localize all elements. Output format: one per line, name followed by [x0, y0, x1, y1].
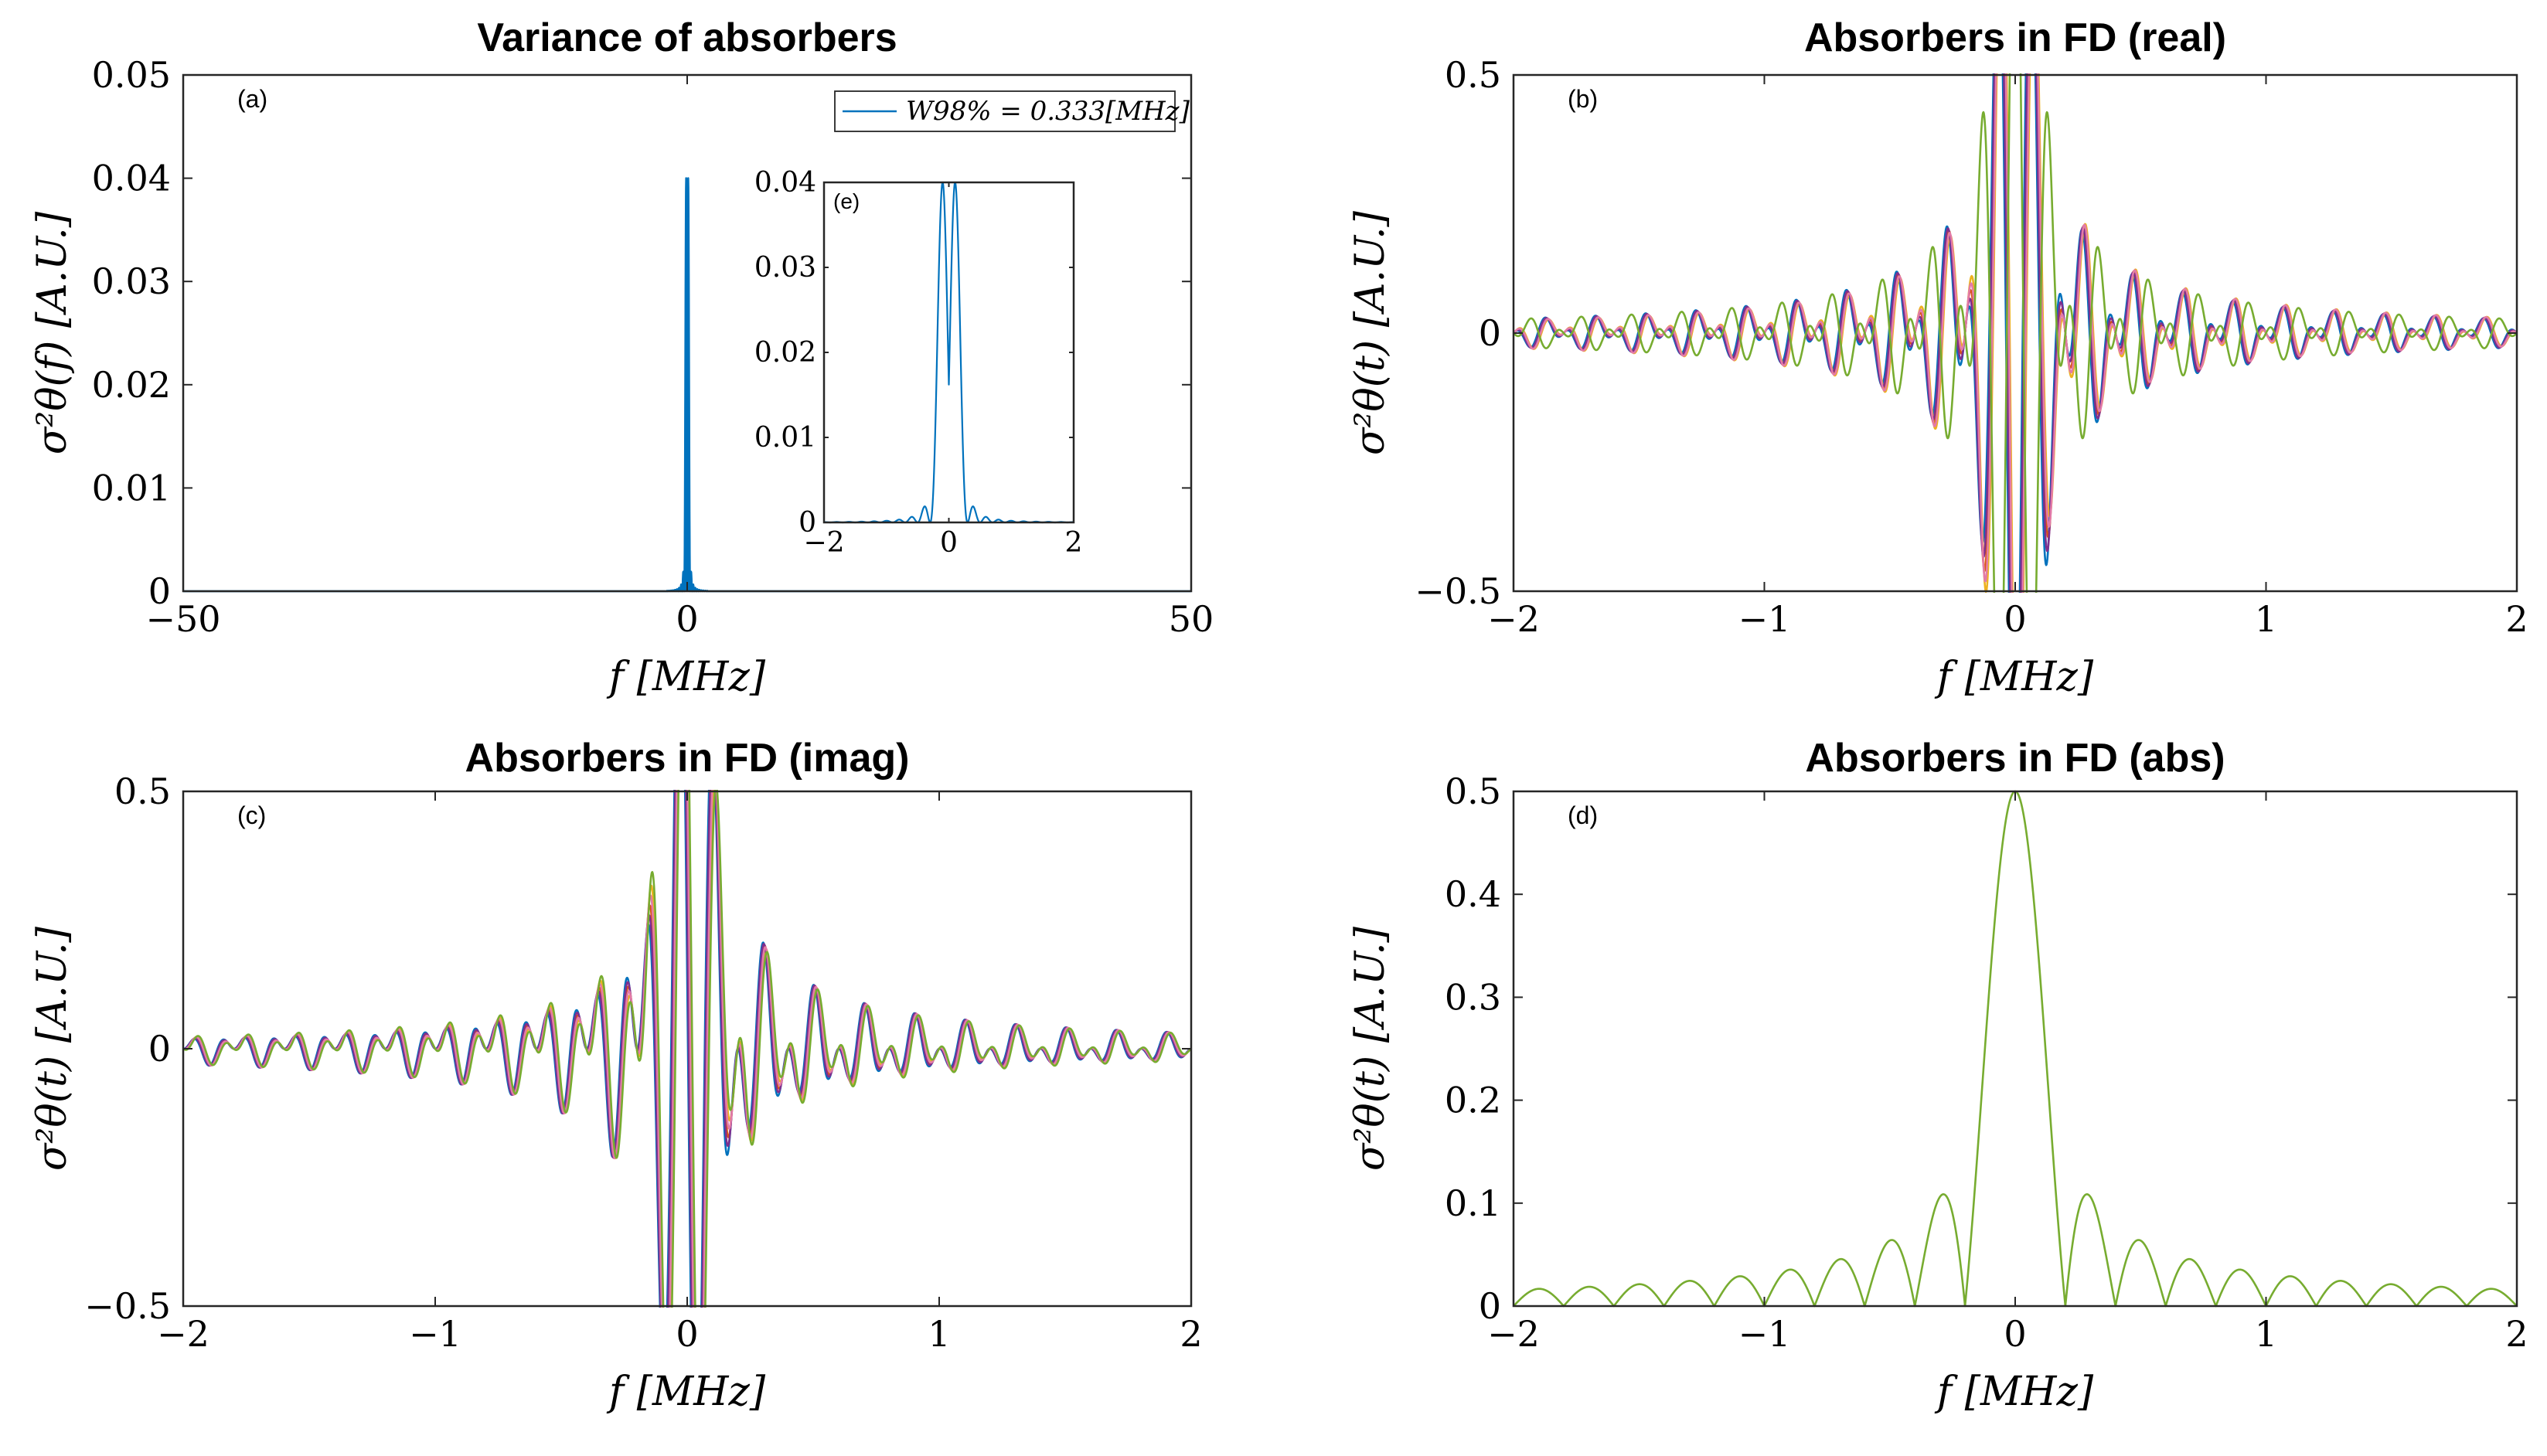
x-tick-label: −2 — [157, 1313, 209, 1355]
x-tick-label: −2 — [1487, 598, 1540, 640]
x-tick-label: 1 — [928, 1313, 950, 1355]
series-line-s6 — [183, 790, 1191, 1308]
series-line-s4 — [183, 790, 1191, 1308]
panel-label: (d) — [1568, 801, 1598, 829]
series-fill-variance — [674, 178, 700, 593]
x-tick-label: 1 — [2255, 598, 2277, 640]
chart-absorbers-fd-abs: −2 −1 0 1 2 0 0.1 0.2 0.3 0.4 0.5 (d) Absorbers in F… — [1347, 736, 2528, 1415]
y-tick-label: 0 — [798, 507, 816, 539]
y-axis-label: σ²θ(f) [A.U.] — [29, 211, 76, 454]
x-axis-label: f [MHz] — [606, 1369, 766, 1415]
series-line-s5 — [183, 790, 1191, 1308]
x-tick-label: 1 — [2255, 1313, 2277, 1355]
chart-title: Variance of absorbers — [477, 15, 897, 60]
x-tick-label: 2 — [1065, 527, 1083, 559]
chart-title: Absorbers in FD (abs) — [1805, 736, 2225, 781]
y-tick-label: −0.5 — [1415, 570, 1501, 612]
x-tick-label: 0 — [676, 1313, 698, 1355]
x-tick-label: −2 — [1487, 1313, 1540, 1355]
x-tick-label: −1 — [1738, 598, 1791, 640]
x-tick-label: 0 — [676, 598, 698, 640]
x-axis-label: f [MHz] — [606, 654, 766, 700]
legend-entry: W98% = 0.333[MHz] — [906, 96, 1190, 127]
series-line-s5 — [1514, 73, 2517, 593]
series-group — [1514, 73, 2517, 593]
x-tick-label: 50 — [1169, 598, 1214, 640]
y-tick-label: 0.1 — [1445, 1182, 1501, 1224]
y-tick-label: 0.2 — [1445, 1080, 1501, 1121]
y-tick-label: 0 — [148, 570, 171, 612]
y-tick-label: 0.4 — [1445, 873, 1501, 915]
x-axis-label: f [MHz] — [1934, 1369, 2094, 1415]
y-tick-label: 0.3 — [1445, 976, 1501, 1018]
y-tick-label: 0.05 — [92, 54, 171, 96]
y-tick-label: 0 — [1479, 1285, 1501, 1327]
y-tick-label: 0 — [148, 1028, 171, 1070]
x-tick-label: 0 — [2004, 1313, 2026, 1355]
y-axis-label: σ²θ(t) [A.U.] — [1347, 210, 1394, 455]
series-group — [183, 790, 1191, 1308]
x-tick-label: 0 — [2004, 598, 2026, 640]
panel-label: (e) — [833, 189, 860, 213]
y-tick-label: 0.02 — [754, 337, 816, 369]
y-tick-label: 0.03 — [754, 252, 816, 284]
chart-absorbers-fd-imag: −2 −1 0 1 2 −0.5 0 0.5 (c) Absorbers in FD (imag)… — [29, 736, 1203, 1415]
chart-title: Absorbers in FD (imag) — [465, 736, 910, 781]
chart-variance-inset: −2 0 200.010.020.030.04(e) — [754, 167, 1083, 559]
y-tick-label: 0.5 — [114, 771, 171, 812]
x-tick-label: 2 — [1180, 1313, 1202, 1355]
x-tick-label: −50 — [145, 598, 220, 640]
y-tick-label: 0.04 — [92, 158, 171, 199]
y-tick-label: 0.03 — [92, 260, 171, 302]
y-tick-label: 0.5 — [1445, 771, 1501, 812]
x-tick-label: −1 — [409, 1313, 461, 1355]
panel-label: (c) — [237, 801, 266, 829]
panel-label: (a) — [237, 85, 267, 113]
chart-title: Absorbers in FD (real) — [1804, 15, 2226, 60]
x-tick-label: 2 — [2505, 598, 2528, 640]
x-tick-label: −2 — [803, 527, 844, 559]
x-tick-label: 2 — [2505, 1313, 2528, 1355]
x-tick-label: −1 — [1738, 1313, 1791, 1355]
y-tick-label: 0.01 — [92, 467, 171, 509]
y-axis-label: σ²θ(t) [A.U.] — [1347, 926, 1394, 1171]
panel-label: (b) — [1568, 85, 1598, 113]
x-axis-label: f [MHz] — [1934, 654, 2094, 700]
x-tick-label: 0 — [940, 527, 958, 559]
y-tick-label: −0.5 — [84, 1285, 171, 1327]
y-tick-label: 0.01 — [754, 422, 816, 454]
chart-absorbers-fd-real: −2 −1 0 1 2 −0.5 0 0.5 (b) Absorbers in FD (real)… — [1347, 15, 2528, 700]
series-line-s6 — [1514, 73, 2517, 593]
y-tick-label: 0.04 — [754, 167, 816, 199]
y-tick-label: 0 — [1479, 312, 1501, 354]
y-tick-label: 0.02 — [92, 364, 171, 406]
y-tick-label: 0.5 — [1445, 54, 1501, 96]
y-axis-label: σ²θ(t) [A.U.] — [29, 926, 76, 1171]
